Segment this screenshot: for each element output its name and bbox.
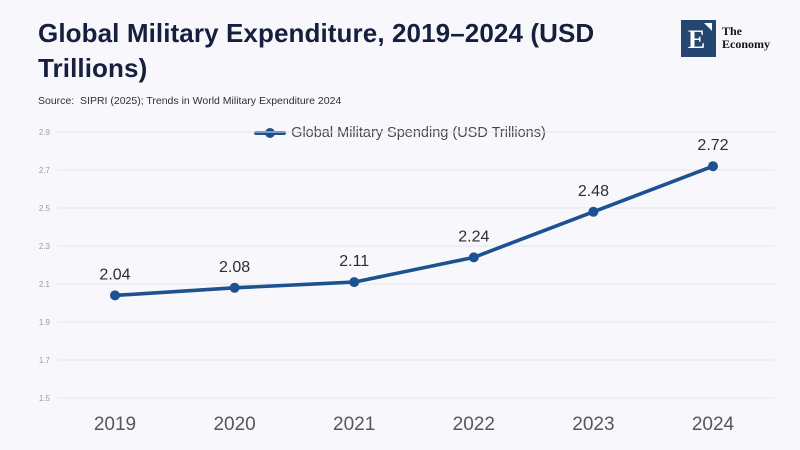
y-axis-tick-label: 2.5	[39, 204, 51, 213]
x-axis-label: 2021	[333, 414, 375, 435]
y-axis-tick-label: 2.3	[39, 242, 51, 251]
data-point-2020	[229, 282, 240, 293]
data-point-2024	[708, 161, 718, 172]
y-axis-tick-label: 2.1	[39, 280, 51, 289]
data-point-label: 2.11	[339, 253, 369, 270]
data-point-label: 2.72	[697, 137, 728, 154]
y-axis-tick-label: 1.5	[39, 394, 51, 403]
logo-word-line2: Economy	[722, 37, 770, 51]
y-axis-tick-label: 1.7	[39, 356, 51, 365]
data-point-2023	[588, 206, 599, 217]
series-line	[113, 164, 715, 298]
data-point-label: 2.24	[458, 228, 489, 245]
data-point-label: 2.48	[578, 183, 609, 200]
logo-word-line1: The	[722, 24, 743, 38]
data-point-2022	[468, 252, 479, 263]
logo-monogram: E	[687, 24, 706, 54]
logo-wordmark: The Economy	[722, 25, 770, 57]
x-axis-label: 2019	[94, 414, 136, 435]
x-axis-label: 2022	[453, 414, 495, 435]
page-title: Global Military Expenditure, 2019–2024 (…	[38, 18, 595, 83]
y-axis-tick-label: 1.9	[39, 318, 51, 327]
data-point-label: 2.04	[99, 266, 130, 283]
logo-icon: E	[681, 20, 716, 57]
x-axis-label: 2024	[692, 414, 735, 435]
y-axis-tick-label: 2.7	[39, 166, 51, 175]
source-note: Source: SIPRI (2025); Trends in World Mi…	[38, 95, 342, 107]
data-point-label: 2.08	[219, 259, 250, 276]
data-point-2019	[110, 290, 120, 301]
logo: E The Economy	[681, 20, 770, 57]
y-axis-tick-label: 2.9	[39, 128, 51, 137]
x-axis-label: 2020	[213, 414, 255, 435]
x-axis-label: 2023	[572, 414, 614, 435]
data-point-2021	[349, 277, 360, 288]
logo-apostrophe-icon	[704, 23, 712, 31]
